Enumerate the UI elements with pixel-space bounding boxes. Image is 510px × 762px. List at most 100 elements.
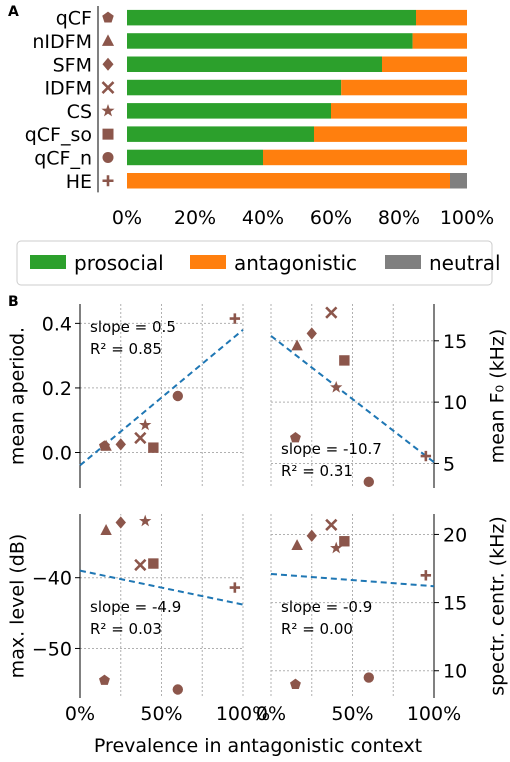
data-point-square <box>339 355 350 366</box>
y-axis-label: mean aperiod. <box>7 327 29 465</box>
data-point-pentagon <box>290 678 301 689</box>
x-tick-label: 0% <box>65 703 95 725</box>
category-label-nIDFM: nIDFM <box>32 31 92 53</box>
r-squared-annotation: R² = 0.03 <box>90 620 162 638</box>
x-tick-label: 100% <box>440 207 494 229</box>
bar-prosocial-qCF_n <box>127 149 263 166</box>
category-marker-square <box>102 128 114 140</box>
legend-label-prosocial: prosocial <box>74 251 164 275</box>
legend-frame <box>16 240 493 286</box>
x-tick-label: 60% <box>310 207 352 229</box>
data-point-diamond <box>305 326 318 341</box>
slope-annotation: slope = -10.7 <box>281 440 382 458</box>
bar-prosocial-nIDFM <box>127 33 413 49</box>
y-axis-label: max. level (dB) <box>7 534 29 679</box>
data-point-star <box>330 380 343 393</box>
subplot-1: 0.0 0.2 0.4 mean aperiod. slope = 0.5 R² = 0.… <box>7 304 244 488</box>
bar-prosocial-IDFM <box>127 79 342 96</box>
data-point-x <box>134 431 147 445</box>
panel-a-legend: prosocial antagonistic neutral <box>16 240 501 286</box>
x-tick-label: 20% <box>174 207 216 229</box>
data-point-triangle <box>100 524 112 535</box>
r-squared-annotation: R² = 0.31 <box>281 462 353 480</box>
category-marker-circle <box>102 151 114 163</box>
data-point-x <box>325 306 338 319</box>
x-tick-label: 100% <box>216 703 270 725</box>
x-tick-label: 0% <box>256 703 286 725</box>
data-point-triangle <box>100 439 112 451</box>
data-point-circle <box>172 684 183 695</box>
subplot-4: 10 15 20 spectr. centr. (kHz) 0% 50% 100% slope… <box>256 514 509 725</box>
x-tick-label: 100% <box>407 703 461 725</box>
category-marker-pentagon <box>102 11 114 23</box>
category-marker-triangle <box>101 34 115 46</box>
panel-b-scatter-grid: 0.0 0.2 0.4 mean aperiod. slope = 0.5 R² = 0.… <box>7 304 509 725</box>
data-point-x <box>134 558 147 572</box>
data-point-triangle <box>291 539 303 551</box>
data-point-triangle <box>291 339 303 351</box>
data-point-circle <box>363 476 374 488</box>
regression-line <box>270 572 435 588</box>
legend-swatch-prosocial <box>30 255 66 269</box>
y-tick-label: 0.4 <box>42 313 72 335</box>
data-point-circle <box>172 390 183 402</box>
data-point-square <box>339 536 350 547</box>
category-label-SFM: SFM <box>53 54 92 76</box>
y-tick-label: 15 <box>443 593 467 615</box>
slope-annotation: slope = -4.9 <box>90 598 181 616</box>
subplot-2: 5 10 15 mean F₀ (kHz) slope = -10.7 R² = 0.31 <box>270 304 509 488</box>
category-label-HE: HE <box>66 171 92 193</box>
y-tick-label: −50 <box>32 638 72 660</box>
data-point-x <box>325 518 338 532</box>
bar-prosocial-qCF <box>127 9 416 26</box>
data-point-diamond <box>305 528 318 544</box>
bar-antagonistic-HE <box>127 173 450 189</box>
data-point-diamond <box>114 437 127 452</box>
bar-neutral-HE <box>450 173 467 189</box>
data-point-pentagon <box>99 674 110 685</box>
bar-antagonistic-qCF_n <box>263 149 467 166</box>
legend-swatch-neutral <box>385 255 421 269</box>
bar-antagonistic-qCF <box>416 9 467 26</box>
data-point-plus <box>229 313 241 324</box>
bar-antagonistic-nIDFM <box>412 33 467 49</box>
data-point-plus <box>229 582 241 593</box>
data-point-star <box>139 418 152 431</box>
category-label-qCF_n: qCF_n <box>34 147 92 169</box>
y-tick-label: −40 <box>32 568 72 590</box>
panel-letter-b: B <box>8 294 19 310</box>
panel-letter-a: A <box>8 4 19 20</box>
bar-prosocial-qCF_so <box>127 126 314 142</box>
category-label-CS: CS <box>67 101 92 123</box>
x-tick-label: 0% <box>112 207 142 229</box>
x-tick-label: 40% <box>242 207 284 229</box>
category-label-qCF: qCF <box>56 8 92 30</box>
y-tick-label: 15 <box>443 331 467 353</box>
y-tick-label: 0.0 <box>42 442 72 464</box>
legend-label-neutral: neutral <box>429 251 501 275</box>
legend-label-antagonistic: antagonistic <box>234 251 357 275</box>
data-point-star <box>330 541 343 554</box>
y-tick-label: 0.2 <box>42 378 72 400</box>
y-tick-label: 10 <box>443 661 467 683</box>
data-point-pentagon <box>290 431 301 443</box>
category-marker-star <box>101 103 115 117</box>
bar-antagonistic-CS <box>331 103 467 119</box>
slope-annotation: slope = -0.9 <box>281 598 372 616</box>
y-axis-label: spectr. centr. (kHz) <box>487 516 509 696</box>
data-point-diamond <box>114 515 127 530</box>
category-label-IDFM: IDFM <box>44 78 92 100</box>
panel-b-x-axis-label: Prevalence in antagonistic context <box>94 735 422 757</box>
category-label-qCF_so: qCF_so <box>25 124 92 146</box>
data-point-circle <box>363 672 374 683</box>
data-point-square <box>148 558 159 569</box>
y-axis-label: mean F₀ (kHz) <box>487 329 509 464</box>
y-tick-label: 20 <box>443 524 467 546</box>
bar-antagonistic-IDFM <box>341 79 467 96</box>
r-squared-annotation: R² = 0.00 <box>281 620 353 638</box>
category-marker-diamond <box>101 56 115 73</box>
regression-line <box>270 335 435 464</box>
